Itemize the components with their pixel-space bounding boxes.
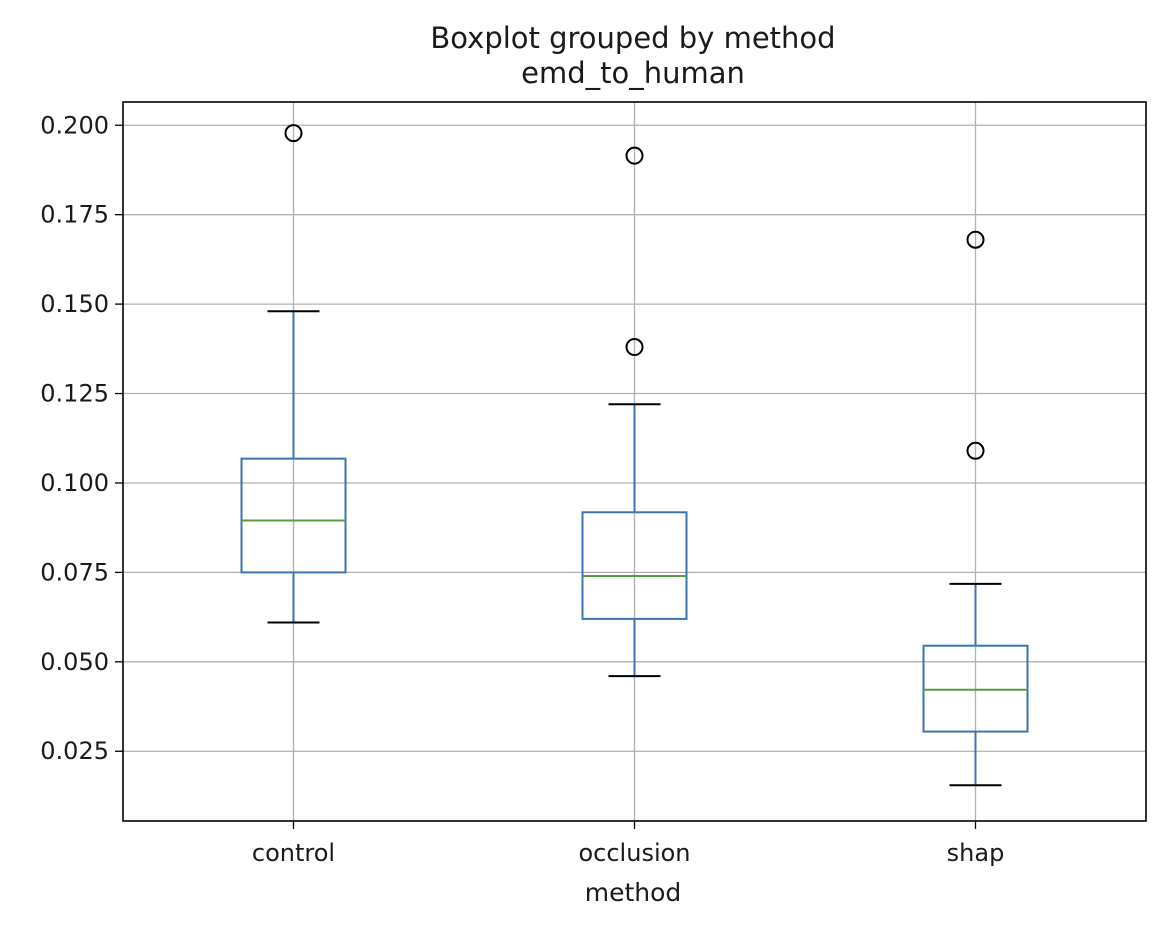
- x-axis-ticks: control occlusion shap: [252, 821, 1004, 867]
- y-tick-label: 0.075: [40, 558, 109, 586]
- outlier-point: [284, 124, 303, 143]
- chart-subtitle: emd_to_human: [521, 56, 745, 90]
- box-occlusion: [581, 146, 688, 678]
- y-tick-label: 0.050: [40, 648, 109, 676]
- y-tick-label: 0.100: [40, 469, 109, 497]
- box-series: [240, 124, 1029, 787]
- outlier-point: [966, 230, 985, 249]
- outlier-point: [625, 146, 644, 165]
- box-iqr: [240, 457, 347, 574]
- y-tick-label: 0.200: [40, 111, 109, 139]
- chart-title: Boxplot grouped by method: [430, 21, 835, 55]
- y-tick-label: 0.025: [40, 737, 109, 765]
- y-axis-ticks: 0.025 0.050 0.075 0.100 0.125 0.150 0.175 0.200: [40, 111, 123, 765]
- box-shap: [922, 230, 1029, 787]
- y-tick-label: 0.125: [40, 380, 109, 408]
- y-tick-label: 0.150: [40, 290, 109, 318]
- outlier-point: [625, 338, 644, 357]
- outlier-point: [966, 441, 985, 460]
- x-axis-label: method: [585, 878, 682, 907]
- x-tick-label: control: [252, 839, 335, 867]
- box-control: [240, 124, 347, 624]
- y-tick-label: 0.175: [40, 201, 109, 229]
- x-tick-label: occlusion: [578, 839, 690, 867]
- x-tick-label: shap: [947, 839, 1005, 867]
- box-iqr: [922, 644, 1029, 733]
- box-iqr: [581, 511, 688, 620]
